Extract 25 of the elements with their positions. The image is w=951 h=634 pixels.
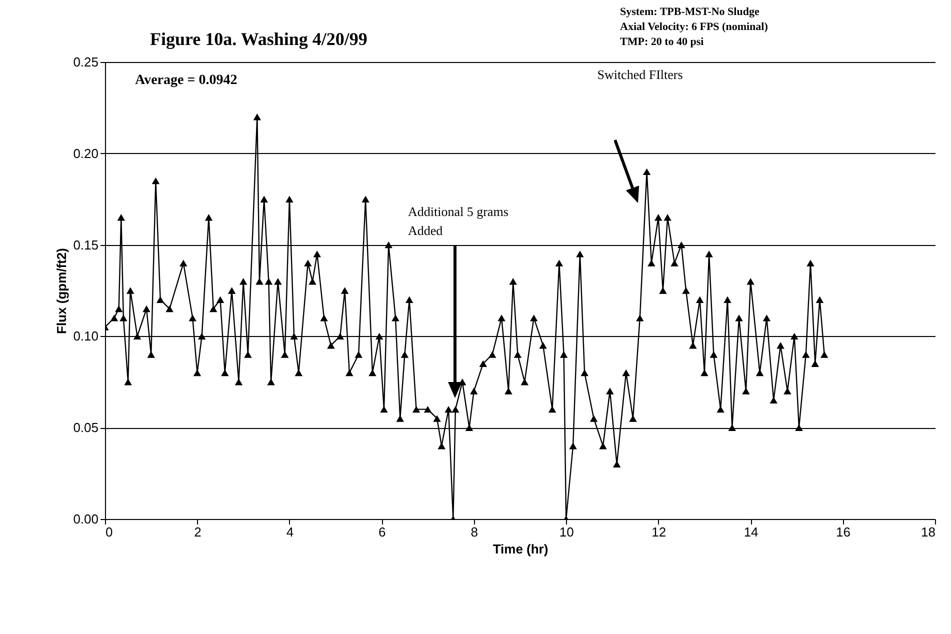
x-tick-label: 16: [836, 524, 851, 540]
x-tick-label: 14: [744, 524, 758, 540]
x-axis-title: Time (hr): [492, 542, 548, 556]
y-tick-label: 0.10: [73, 328, 98, 344]
annotation: Average = 0.0942: [135, 73, 238, 88]
x-tick-label: 10: [559, 524, 574, 540]
x-tick-label: 6: [378, 524, 386, 540]
y-tick-label: 0.15: [73, 237, 98, 252]
x-tick-label: 0: [106, 524, 113, 540]
x-tick-label: 8: [470, 524, 478, 540]
x-tick-label: 2: [194, 524, 202, 540]
x-tick-label: 18: [921, 524, 936, 540]
y-tick-label: 0.25: [73, 54, 98, 70]
y-tick-label: 0.00: [73, 512, 98, 526]
text: Axial Velocity: 6 FPS (nominal): [620, 21, 768, 33]
chart-title: Figure 10a. Washing 4/20/99: [150, 29, 368, 49]
y-tick-label: 0.05: [73, 420, 98, 436]
y-axis-title: Flux (gpm/ft2): [54, 248, 70, 334]
x-tick-label: 4: [286, 524, 294, 540]
text: System: TPB-MST-No Sludge: [620, 6, 760, 18]
annotation: Additional 5 grams Added: [408, 204, 508, 238]
text: TMP: 20 to 40 psi: [620, 36, 704, 48]
annotation: Switched FIlters: [597, 67, 683, 82]
x-tick-label: 12: [652, 524, 666, 540]
y-tick-label: 0.20: [73, 146, 98, 161]
